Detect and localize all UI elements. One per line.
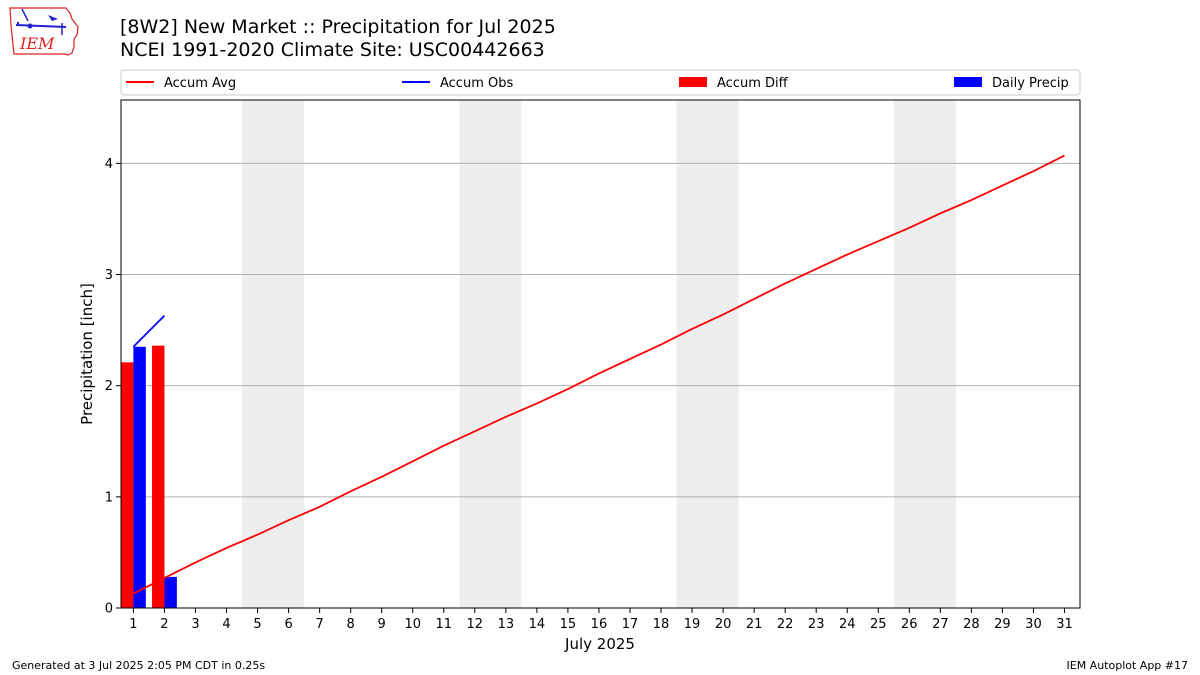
x-tick-label: 3 bbox=[191, 617, 199, 632]
y-tick-label: 1 bbox=[105, 490, 113, 505]
x-tick-label: 15 bbox=[560, 617, 577, 632]
x-tick-label: 19 bbox=[684, 617, 701, 632]
x-tick-label: 21 bbox=[746, 617, 763, 632]
x-tick-label: 13 bbox=[498, 617, 515, 632]
iem-logo: IEM bbox=[9, 7, 79, 56]
generated-footer: Generated at 3 Jul 2025 2:05 PM CDT in 0… bbox=[12, 659, 266, 672]
x-tick-label: 14 bbox=[529, 617, 546, 632]
x-tick-label: 17 bbox=[622, 617, 639, 632]
x-tick-label: 4 bbox=[222, 617, 230, 632]
weekend-band bbox=[242, 100, 305, 608]
logo-text: IEM bbox=[19, 34, 55, 53]
legend-swatch bbox=[679, 77, 707, 87]
x-tick-label: 24 bbox=[839, 617, 856, 632]
x-tick-label: 30 bbox=[1025, 617, 1042, 632]
x-tick-label: 5 bbox=[253, 617, 261, 632]
x-tick-label: 10 bbox=[404, 617, 421, 632]
iowa-state-outline bbox=[9, 7, 79, 56]
legend: Accum Avg Accum Obs Accum Diff Daily Precip bbox=[120, 69, 1081, 96]
weekend-band bbox=[459, 100, 522, 608]
y-tick-label: 4 bbox=[105, 157, 113, 172]
x-tick-label: 1 bbox=[129, 617, 137, 632]
legend-label: Accum Avg bbox=[164, 76, 236, 91]
weekend-band bbox=[893, 100, 956, 608]
accum-diff-bar bbox=[121, 362, 134, 608]
legend-swatch bbox=[954, 77, 982, 87]
x-tick-label: 20 bbox=[715, 617, 732, 632]
x-tick-label: 28 bbox=[963, 617, 980, 632]
x-tick-label: 6 bbox=[284, 617, 292, 632]
y-axis-label: Precipitation [inch] bbox=[78, 283, 96, 425]
y-gridlines bbox=[121, 162, 1080, 498]
legend-label: Accum Obs bbox=[440, 76, 513, 91]
x-tick-label: 12 bbox=[467, 617, 484, 632]
weekend-bands bbox=[242, 100, 956, 608]
x-axis-ticks: 1 2 3 4 5 6 7 8 9 10 11 12 13 14 15 16 17 18 19 20 21 22 23 24 2… bbox=[129, 608, 1073, 632]
daily-precip-bar bbox=[133, 346, 146, 608]
x-tick-label: 7 bbox=[315, 617, 323, 632]
accum-diff-bar bbox=[152, 345, 165, 608]
x-tick-label: 22 bbox=[777, 617, 794, 632]
weekend-band bbox=[676, 100, 739, 608]
x-tick-label: 25 bbox=[870, 617, 887, 632]
daily-precip-bar bbox=[164, 576, 177, 608]
bars bbox=[121, 345, 177, 608]
x-tick-label: 2 bbox=[160, 617, 168, 632]
chart-title: [8W2] New Market :: Precipitation for Ju… bbox=[120, 16, 556, 38]
accum-avg-line bbox=[133, 154, 1065, 595]
y-tick-label: 0 bbox=[105, 602, 113, 617]
x-tick-label: 9 bbox=[378, 617, 386, 632]
app-footer: IEM Autoplot App #17 bbox=[1066, 659, 1189, 672]
chart-subtitle: NCEI 1991-2020 Climate Site: USC00442663 bbox=[120, 39, 545, 61]
x-tick-label: 23 bbox=[808, 617, 825, 632]
x-tick-label: 11 bbox=[435, 617, 452, 632]
plot-frame bbox=[120, 99, 1081, 609]
x-tick-label: 31 bbox=[1056, 617, 1073, 632]
y-axis-ticks: 0 1 2 3 4 bbox=[105, 157, 121, 617]
x-tick-label: 18 bbox=[653, 617, 670, 632]
legend-label: Accum Diff bbox=[717, 76, 789, 91]
legend-frame bbox=[120, 69, 1081, 96]
x-tick-label: 29 bbox=[994, 617, 1011, 632]
x-tick-label: 16 bbox=[591, 617, 608, 632]
x-tick-label: 26 bbox=[901, 617, 918, 632]
y-tick-label: 2 bbox=[105, 379, 113, 394]
y-tick-label: 3 bbox=[105, 268, 113, 283]
accum-obs-line bbox=[132, 315, 166, 348]
x-tick-label: 27 bbox=[932, 617, 949, 632]
x-axis-label: July 2025 bbox=[564, 635, 635, 653]
x-tick-label: 8 bbox=[347, 617, 355, 632]
legend-label: Daily Precip bbox=[992, 76, 1069, 91]
lines bbox=[132, 154, 1065, 595]
